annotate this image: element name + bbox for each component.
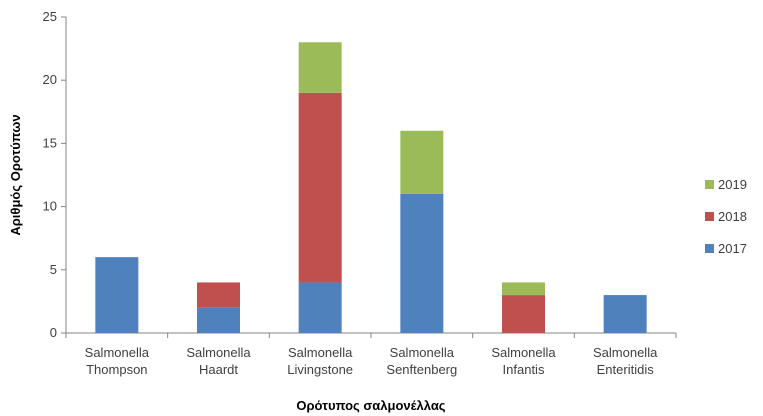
legend-swatch-2019	[705, 180, 714, 189]
legend: 2019 2018 2017	[705, 177, 747, 256]
legend-label-2017: 2017	[718, 241, 747, 256]
x-category-label: Salmonella Senftenberg	[386, 345, 457, 377]
y-tick-label: 10	[43, 199, 57, 214]
x-axis-title: Ορότυπος σαλμονέλλας	[296, 398, 445, 413]
axis-labels: 0 5 10 15 20 25 Salmonella Thompson Salmonella Ha…	[43, 9, 659, 377]
bar-2017-enteritidis	[603, 295, 647, 333]
y-tick-label: 25	[43, 9, 57, 24]
x-category-label: Salmonella Livingstone	[287, 345, 353, 377]
y-tick-label: 15	[43, 135, 57, 150]
axes	[61, 16, 677, 338]
y-axis-title: Αριθμός Οροτύπων	[8, 114, 23, 235]
legend-swatch-2018	[705, 212, 714, 221]
legend-swatch-2017	[705, 244, 714, 253]
bar-2019-infantis	[502, 282, 545, 296]
bar-2018-livingstone	[298, 92, 342, 283]
x-category-label: Salmonella Thompson	[85, 345, 150, 377]
y-tick-label: 20	[43, 72, 57, 87]
bar-2019-livingstone	[298, 42, 342, 93]
bar-2017-senftenberg	[400, 193, 444, 333]
x-category-label: Salmonella Infantis	[491, 345, 556, 377]
legend-label-2019: 2019	[718, 177, 747, 192]
bar-2017-haardt	[197, 307, 240, 333]
bar-2018-infantis	[502, 295, 545, 333]
bar-2018-haardt	[197, 282, 240, 308]
y-tick-label: 5	[50, 262, 57, 277]
bars	[95, 42, 647, 333]
bar-2017-thompson	[95, 257, 139, 333]
y-tick-label: 0	[50, 325, 57, 340]
bar-2019-senftenberg	[400, 130, 444, 194]
x-category-label: Salmonella Enteritidis	[593, 345, 658, 377]
x-category-label: Salmonella Haardt	[186, 345, 251, 377]
legend-label-2018: 2018	[718, 209, 747, 224]
bar-2017-livingstone	[298, 282, 342, 333]
